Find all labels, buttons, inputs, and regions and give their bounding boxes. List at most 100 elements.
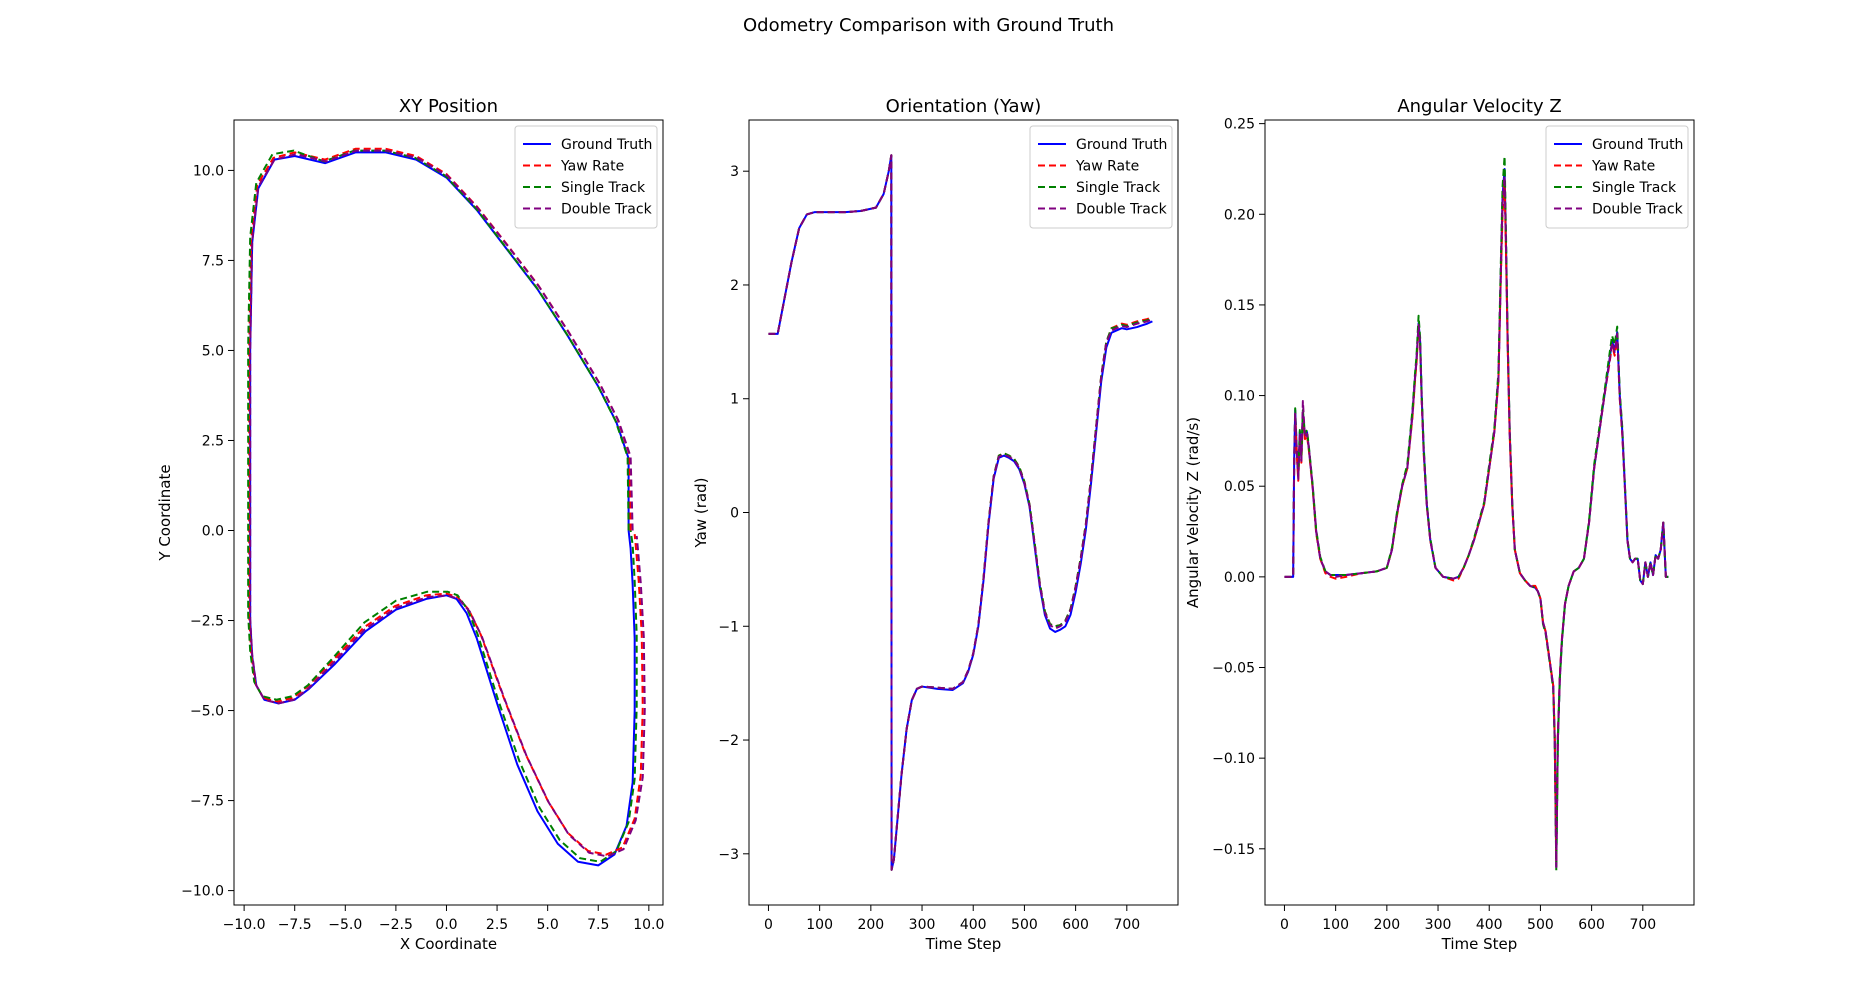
series-line-double-track	[768, 154, 1153, 871]
x-tick-label: 2.5	[486, 917, 508, 933]
y-tick-label: 0.15	[1224, 298, 1255, 314]
legend-box	[1029, 125, 1173, 229]
series-line-single-track	[1284, 155, 1669, 872]
y-tick-label: 5.0	[202, 343, 224, 359]
x-tick-label: 200	[1373, 917, 1400, 933]
y-tick-label: 0.20	[1224, 207, 1255, 223]
y-tick-label: 0.05	[1224, 479, 1255, 495]
legend-label-single-track: Single Track	[1076, 180, 1161, 196]
figure-suptitle: Odometry Comparison with Ground Truth	[742, 15, 1114, 36]
axes-frame	[1264, 119, 1695, 906]
x-tick-label: 7.5	[587, 917, 609, 933]
x-axis-label: Time Step	[1441, 935, 1518, 953]
axes-frame	[748, 119, 1179, 906]
x-tick-label: −2.5	[379, 917, 413, 933]
x-axis-label: X Coordinate	[400, 935, 497, 953]
series-line-yaw-rate	[768, 154, 1153, 871]
legend-label-double-track: Double Track	[1592, 202, 1684, 218]
x-tick-label: 200	[857, 917, 884, 933]
legend-label-ground-truth: Ground Truth	[561, 137, 652, 153]
y-tick-label: −5.0	[190, 704, 224, 720]
y-tick-label: 0.0	[202, 524, 224, 540]
legend: Ground Truth Yaw Rate Single Track Double T…	[1029, 125, 1173, 229]
legend: Ground Truth Yaw Rate Single Track Double T…	[1545, 125, 1689, 229]
x-tick-label: 700	[1629, 917, 1656, 933]
legend: Ground Truth Yaw Rate Single Track Double T…	[514, 125, 658, 229]
legend-label-single-track: Single Track	[561, 180, 646, 196]
series-group	[768, 154, 1153, 871]
x-tick-label: −10.0	[223, 917, 266, 933]
series-line-ground-truth	[249, 151, 636, 867]
x-tick-label: 400	[1476, 917, 1503, 933]
x-tick-label: 300	[909, 917, 936, 933]
x-tick-label: 700	[1113, 917, 1140, 933]
x-tick-label: −5.0	[328, 917, 362, 933]
x-tick-label: 500	[1011, 917, 1038, 933]
x-tick-label: 600	[1578, 917, 1605, 933]
legend-label-yaw-rate: Yaw Rate	[1591, 159, 1655, 175]
y-tick-label: 3	[730, 164, 739, 180]
legend-box	[1545, 125, 1689, 229]
x-tick-label: 0	[764, 917, 773, 933]
panel-title: XY Position	[399, 96, 498, 117]
series-line-single-track	[247, 149, 638, 863]
y-tick-label: 0.10	[1224, 389, 1255, 405]
legend-label-ground-truth: Ground Truth	[1592, 137, 1683, 153]
y-tick-label: 0.00	[1224, 570, 1255, 586]
y-tick-label: 2	[730, 278, 739, 294]
series-group	[1284, 155, 1669, 872]
x-tick-label: 300	[1425, 917, 1452, 933]
x-tick-label: 400	[960, 917, 987, 933]
x-axis-label: Time Step	[925, 935, 1002, 953]
axes-frame	[233, 119, 664, 906]
legend-label-yaw-rate: Yaw Rate	[560, 159, 624, 175]
x-tick-label: 10.0	[633, 917, 664, 933]
legend-label-double-track: Double Track	[1076, 202, 1168, 218]
legend-label-yaw-rate: Yaw Rate	[1075, 159, 1139, 175]
y-tick-label: −1	[718, 619, 739, 635]
x-tick-label: −7.5	[278, 917, 312, 933]
y-axis-label: Y Coordinate	[156, 464, 174, 561]
panel-title: Orientation (Yaw)	[886, 96, 1042, 117]
x-tick-label: 600	[1062, 917, 1089, 933]
y-tick-label: 7.5	[202, 253, 224, 269]
orientation-yaw-panel: 0 100 200 300 400 500 600 700 −3 −2 −1 0 1 2 3 Orientat…	[692, 96, 1179, 953]
series-group	[247, 147, 646, 867]
x-tick-label: 500	[1527, 917, 1554, 933]
series-line-single-track	[768, 154, 1153, 871]
angular-velocity-z-panel: 0 100 200 300 400 500 600 700 −0.15 −0.10 −0.05 0.0…	[1184, 96, 1695, 953]
x-tick-label: 0.0	[435, 917, 457, 933]
y-tick-label: 10.0	[193, 163, 224, 179]
x-tick-label: 100	[806, 917, 833, 933]
legend-label-single-track: Single Track	[1592, 180, 1677, 196]
series-line-double-track	[1284, 175, 1669, 868]
legend-label-ground-truth: Ground Truth	[1076, 137, 1167, 153]
y-axis-label: Angular Velocity Z (rad/s)	[1184, 417, 1202, 608]
x-tick-label: 0	[1280, 917, 1289, 933]
series-line-ground-truth	[1284, 167, 1669, 868]
y-tick-label: −3	[718, 847, 739, 863]
y-tick-label: 0	[730, 506, 739, 522]
y-tick-label: −0.10	[1212, 751, 1255, 767]
series-line-yaw-rate	[1284, 180, 1669, 865]
y-tick-label: −7.5	[190, 794, 224, 810]
y-tick-label: −2.5	[190, 614, 224, 630]
panel-title: Angular Velocity Z	[1397, 96, 1561, 117]
y-tick-label: 0.25	[1224, 117, 1255, 133]
x-tick-label: 5.0	[537, 917, 559, 933]
series-line-ground-truth	[768, 154, 1153, 871]
legend-label-double-track: Double Track	[561, 202, 653, 218]
legend-box	[514, 125, 658, 229]
y-tick-label: −0.15	[1212, 842, 1255, 858]
xy-position-panel: −10.0 −7.5 −5.0 −2.5 0.0 2.5 5.0 7.5 10.0 −10.0 −7…	[156, 96, 664, 953]
y-tick-label: −0.05	[1212, 661, 1255, 677]
y-axis-label: Yaw (rad)	[692, 478, 710, 549]
x-tick-label: 100	[1322, 917, 1349, 933]
series-line-yaw-rate	[248, 147, 644, 856]
y-tick-label: −10.0	[181, 884, 224, 900]
series-line-double-track	[249, 149, 646, 858]
y-tick-label: 2.5	[202, 433, 224, 449]
y-tick-label: −2	[718, 733, 739, 749]
y-tick-label: 1	[730, 392, 739, 408]
